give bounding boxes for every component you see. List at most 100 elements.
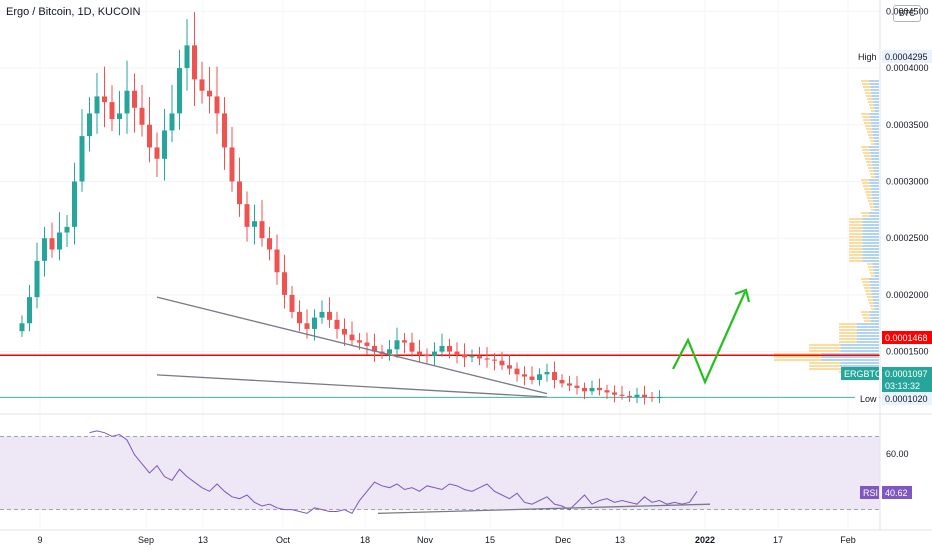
candle-body xyxy=(537,374,542,380)
candle-body xyxy=(177,68,182,114)
high-label-bg xyxy=(855,50,879,63)
volume-bar xyxy=(870,206,875,208)
candle-body xyxy=(657,396,662,399)
volume-bar xyxy=(809,362,841,364)
forecast-arrow-path[interactable] xyxy=(672,291,747,385)
high-label: High xyxy=(858,52,877,62)
time-tick-label: 9 xyxy=(37,535,42,545)
volume-bar xyxy=(874,140,879,142)
low-label-bg xyxy=(855,392,879,405)
volume-bar xyxy=(872,299,879,301)
volume-bar xyxy=(857,341,879,343)
volume-bar xyxy=(840,350,879,352)
candle-body xyxy=(252,221,257,227)
volume-bar xyxy=(868,200,873,202)
candle-body xyxy=(349,334,355,341)
volume-bar xyxy=(874,176,879,178)
volume-bar xyxy=(871,161,879,163)
rsi-trendline[interactable] xyxy=(377,503,711,514)
volume-bar xyxy=(868,266,873,268)
volume-bar xyxy=(862,83,870,85)
volume-bar xyxy=(869,311,879,313)
countdown-tag: 03:13:32 xyxy=(885,381,920,391)
wedge-lower-trendline[interactable] xyxy=(156,374,548,398)
volume-bar xyxy=(809,344,841,346)
volume-bar xyxy=(872,296,879,298)
volume-bar xyxy=(874,110,879,112)
volume-bar xyxy=(871,95,879,97)
volume-bar xyxy=(862,224,879,226)
time-tick-label: 17 xyxy=(773,535,783,545)
volume-bar xyxy=(871,110,875,112)
wedge-upper-trendline[interactable] xyxy=(156,296,548,395)
volume-bar xyxy=(857,338,879,340)
volume-bar xyxy=(871,290,879,292)
candle-body xyxy=(154,147,160,159)
volume-bar xyxy=(872,200,879,202)
price-tick-label: 0.0003000 xyxy=(886,176,929,186)
volume-bar xyxy=(809,365,841,367)
volume-bar xyxy=(849,224,863,226)
volume-bar xyxy=(862,245,879,247)
candle-body xyxy=(49,238,55,250)
volume-bar xyxy=(871,191,879,193)
candle-body xyxy=(597,387,602,391)
volume-bar xyxy=(870,89,879,91)
volume-bar xyxy=(868,134,873,136)
volume-bar xyxy=(839,326,857,328)
volume-bar xyxy=(870,305,875,307)
volume-bar xyxy=(839,341,857,343)
volume-bar xyxy=(869,269,874,271)
volume-bar xyxy=(840,347,879,349)
currency-button[interactable]: BTC xyxy=(893,5,921,22)
volume-bar xyxy=(869,104,874,106)
volume-bar xyxy=(864,155,871,157)
time-axis[interactable]: 9 Sep 13 Oct 18 Nov 15 Dec 13 2022 17 Feb xyxy=(37,535,855,545)
volume-bar xyxy=(872,263,879,265)
volume-bar xyxy=(862,221,879,223)
volume-bar xyxy=(849,242,863,244)
volume-bar xyxy=(839,329,857,331)
volume-bar xyxy=(862,281,870,283)
volume-bar xyxy=(869,302,874,304)
volume-bar xyxy=(870,317,879,319)
volume-bar xyxy=(871,92,879,94)
candle-body xyxy=(274,249,280,273)
volume-bar xyxy=(849,254,863,256)
price-tick-label: 0.0001500 xyxy=(886,347,929,357)
volume-bar xyxy=(864,287,871,289)
time-tick-label: Sep xyxy=(138,535,154,545)
volume-bar xyxy=(873,137,879,139)
volume-bar xyxy=(866,128,872,130)
volume-bar xyxy=(839,323,857,325)
candle-body xyxy=(364,342,370,346)
volume-bar xyxy=(865,125,872,127)
volume-bar xyxy=(874,173,879,175)
volume-bar xyxy=(869,278,879,280)
volume-bar xyxy=(874,107,879,109)
candle-body xyxy=(192,45,197,80)
candle-body xyxy=(327,311,332,320)
volume-bar xyxy=(871,125,879,127)
volume-bar xyxy=(873,269,879,271)
candle-body xyxy=(387,349,392,354)
candle-body xyxy=(552,372,557,380)
candle-body xyxy=(469,356,475,358)
candle-body xyxy=(57,232,62,250)
volume-bar xyxy=(864,122,871,124)
candle-body xyxy=(312,317,317,329)
candle-body xyxy=(147,124,152,148)
volume-bar xyxy=(871,158,879,160)
volume-bar xyxy=(869,80,879,82)
volume-bar xyxy=(865,92,872,94)
volume-bar xyxy=(862,233,879,235)
volume-bar xyxy=(862,182,870,184)
candle-body xyxy=(267,238,272,250)
candle-body xyxy=(432,351,437,357)
candle-body xyxy=(244,204,250,227)
price-axis[interactable]: 0.0004500 0.0004000 0.0003500 0.0003000 0.00… xyxy=(886,6,929,356)
price-tick-label: 0.0002500 xyxy=(886,233,929,243)
volume-profile xyxy=(774,80,879,373)
candle-body xyxy=(477,356,482,359)
